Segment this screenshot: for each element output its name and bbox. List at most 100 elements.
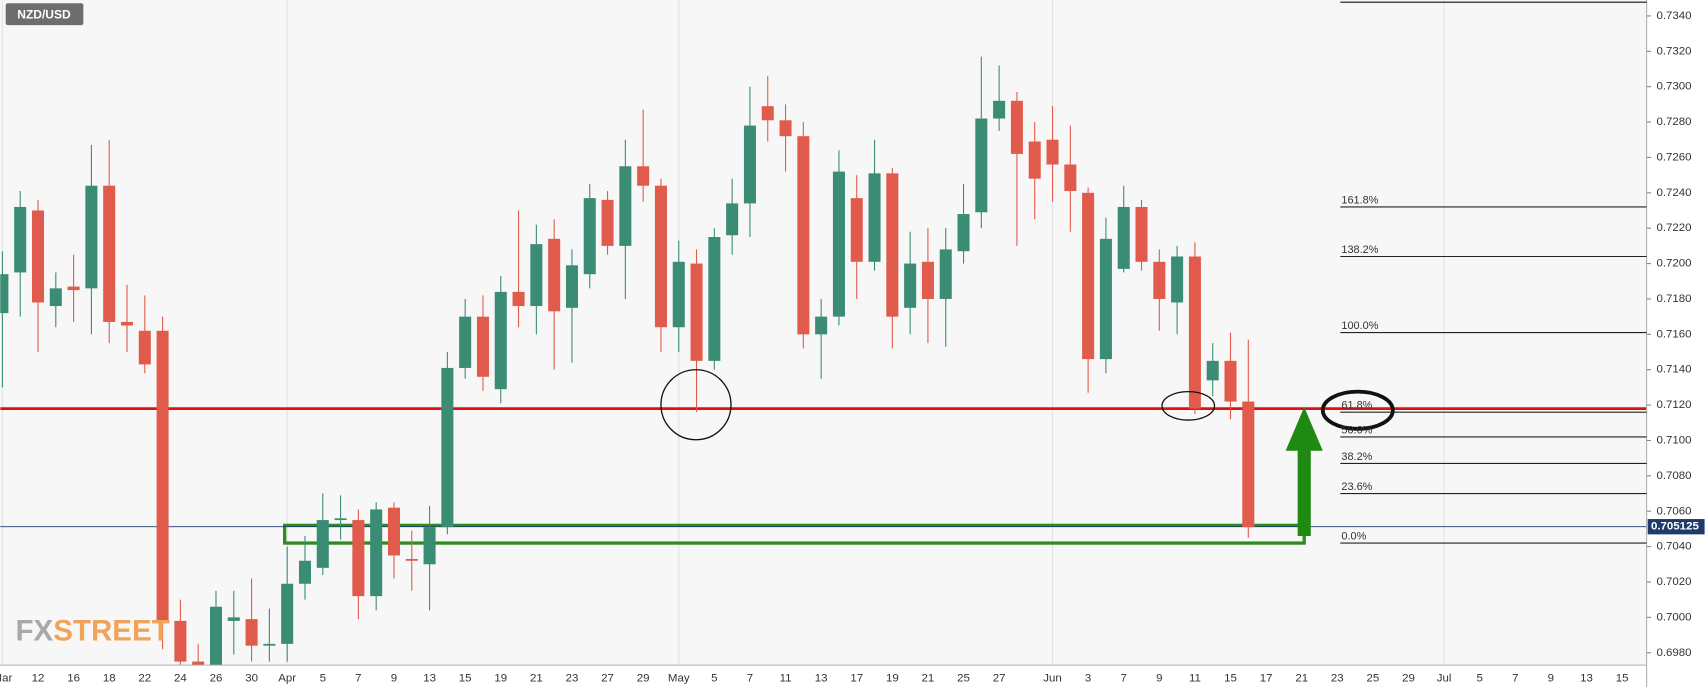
- candle-body: [298, 560, 311, 584]
- x-tick-label: 25: [957, 672, 970, 684]
- x-tick-label: 21: [1295, 672, 1308, 684]
- x-tick-label: 13: [815, 672, 828, 684]
- candle-body: [904, 263, 917, 308]
- y-tick-label: 0.7200: [1656, 258, 1691, 270]
- fib-label: 23.6%: [1341, 481, 1372, 493]
- y-tick-label: 0.7180: [1656, 293, 1691, 305]
- x-tick-label: 3: [1085, 672, 1091, 684]
- x-tick-label: 7: [1121, 672, 1127, 684]
- plot-area: [0, 56, 1647, 666]
- candle-body: [993, 100, 1006, 119]
- annotation-ellipse: [1161, 390, 1216, 421]
- candle-body: [743, 125, 756, 204]
- candle-body: [423, 527, 436, 565]
- candle-body: [1224, 360, 1237, 402]
- y-tick-label: 0.7300: [1656, 81, 1691, 93]
- candle-body: [726, 203, 739, 236]
- x-tick-label: 26: [210, 672, 223, 684]
- candle-body: [957, 214, 970, 252]
- candle-body: [352, 520, 365, 597]
- x-tick-label: 21: [922, 672, 935, 684]
- candle-body: [387, 507, 400, 556]
- y-tick-label: 0.7320: [1656, 45, 1691, 57]
- y-tick-label: 0.7140: [1656, 364, 1691, 376]
- logo: FXSTREET: [16, 614, 170, 647]
- candle-body: [441, 367, 454, 528]
- x-tick-label: 18: [103, 672, 116, 684]
- annotation-circle: [660, 369, 732, 441]
- last-price-label: 0.705125: [1651, 521, 1699, 533]
- x-tick-label: Apr: [278, 672, 296, 684]
- y-tick-label: 0.7100: [1656, 434, 1691, 446]
- y-tick-label: 0.7020: [1656, 576, 1691, 588]
- x-tick-label: 7: [747, 672, 753, 684]
- candle-body: [1153, 261, 1166, 299]
- candle-body: [209, 606, 223, 666]
- fib-label: 100.0%: [1341, 320, 1378, 332]
- y-tick-label: 0.7280: [1656, 116, 1691, 128]
- candle-body: [1099, 238, 1112, 360]
- x-tick-label: 24: [174, 672, 187, 684]
- x-tick-label: 11: [1189, 672, 1201, 684]
- x-tick-label: May: [668, 672, 690, 684]
- candle-body: [1046, 139, 1059, 165]
- candle-body: [405, 558, 418, 561]
- fib-label: 50.0%: [1341, 424, 1372, 436]
- x-tick-label: 25: [1367, 672, 1380, 684]
- candle-body: [672, 261, 685, 328]
- candle-body: [921, 261, 934, 299]
- y-tick-label: 0.7080: [1656, 470, 1691, 482]
- x-tick-label: 15: [459, 672, 472, 684]
- candle-body: [708, 237, 721, 361]
- x-tick-label: 5: [1476, 672, 1482, 684]
- x-tick-label: 27: [601, 672, 614, 684]
- x-tick-label: 13: [1580, 672, 1593, 684]
- candle-body: [1064, 164, 1077, 192]
- candle-body: [1206, 360, 1219, 381]
- candle-body: [120, 321, 134, 326]
- y-tick-label: 0.7120: [1656, 399, 1691, 411]
- candle-body: [316, 520, 329, 568]
- candle-body: [334, 518, 347, 521]
- y-tick-label: 0.7260: [1656, 151, 1691, 163]
- candle-body: [868, 173, 881, 262]
- candle-body: [14, 206, 27, 273]
- x-tick-label: 16: [67, 672, 80, 684]
- symbol-tag: [5, 3, 84, 26]
- candle-body: [49, 288, 62, 307]
- x-tick-label: 13: [423, 672, 436, 684]
- candle-body: [1117, 206, 1130, 269]
- x-tick-label: 30: [245, 672, 258, 684]
- x-tick-label: 9: [391, 672, 397, 684]
- x-tick-label: 12: [32, 672, 45, 684]
- candle-body: [797, 136, 810, 335]
- x-tick-label: 22: [138, 672, 151, 684]
- candle-body: [690, 263, 703, 361]
- candle-body: [138, 330, 151, 365]
- candle-body: [530, 244, 543, 307]
- x-tick-label: 21: [530, 672, 543, 684]
- candle-body: [67, 286, 80, 291]
- arrow-shaft: [1297, 448, 1311, 537]
- y-tick-label: 0.6980: [1656, 647, 1691, 659]
- x-tick-label: 5: [711, 672, 717, 684]
- candle-body: [1171, 256, 1184, 303]
- candle-body: [0, 274, 9, 314]
- chart-title: NZD/USD: [17, 7, 71, 21]
- candle-body: [156, 330, 169, 621]
- fib-label: 0.0%: [1341, 530, 1366, 542]
- x-tick-label: 5: [320, 672, 326, 684]
- y-tick-label: 0.7220: [1656, 222, 1691, 234]
- candle-body: [459, 316, 472, 368]
- candle-body: [1242, 401, 1255, 528]
- x-tick-label: 7: [1512, 672, 1518, 684]
- candle-body: [975, 118, 988, 213]
- candle-body: [1082, 192, 1095, 360]
- x-tick-label: 9: [1156, 672, 1162, 684]
- candle-body: [548, 238, 561, 312]
- candle-body: [583, 198, 596, 275]
- y-tick-label: 0.7240: [1656, 187, 1691, 199]
- candle-body: [619, 166, 632, 246]
- logo-part: STREET: [53, 614, 169, 647]
